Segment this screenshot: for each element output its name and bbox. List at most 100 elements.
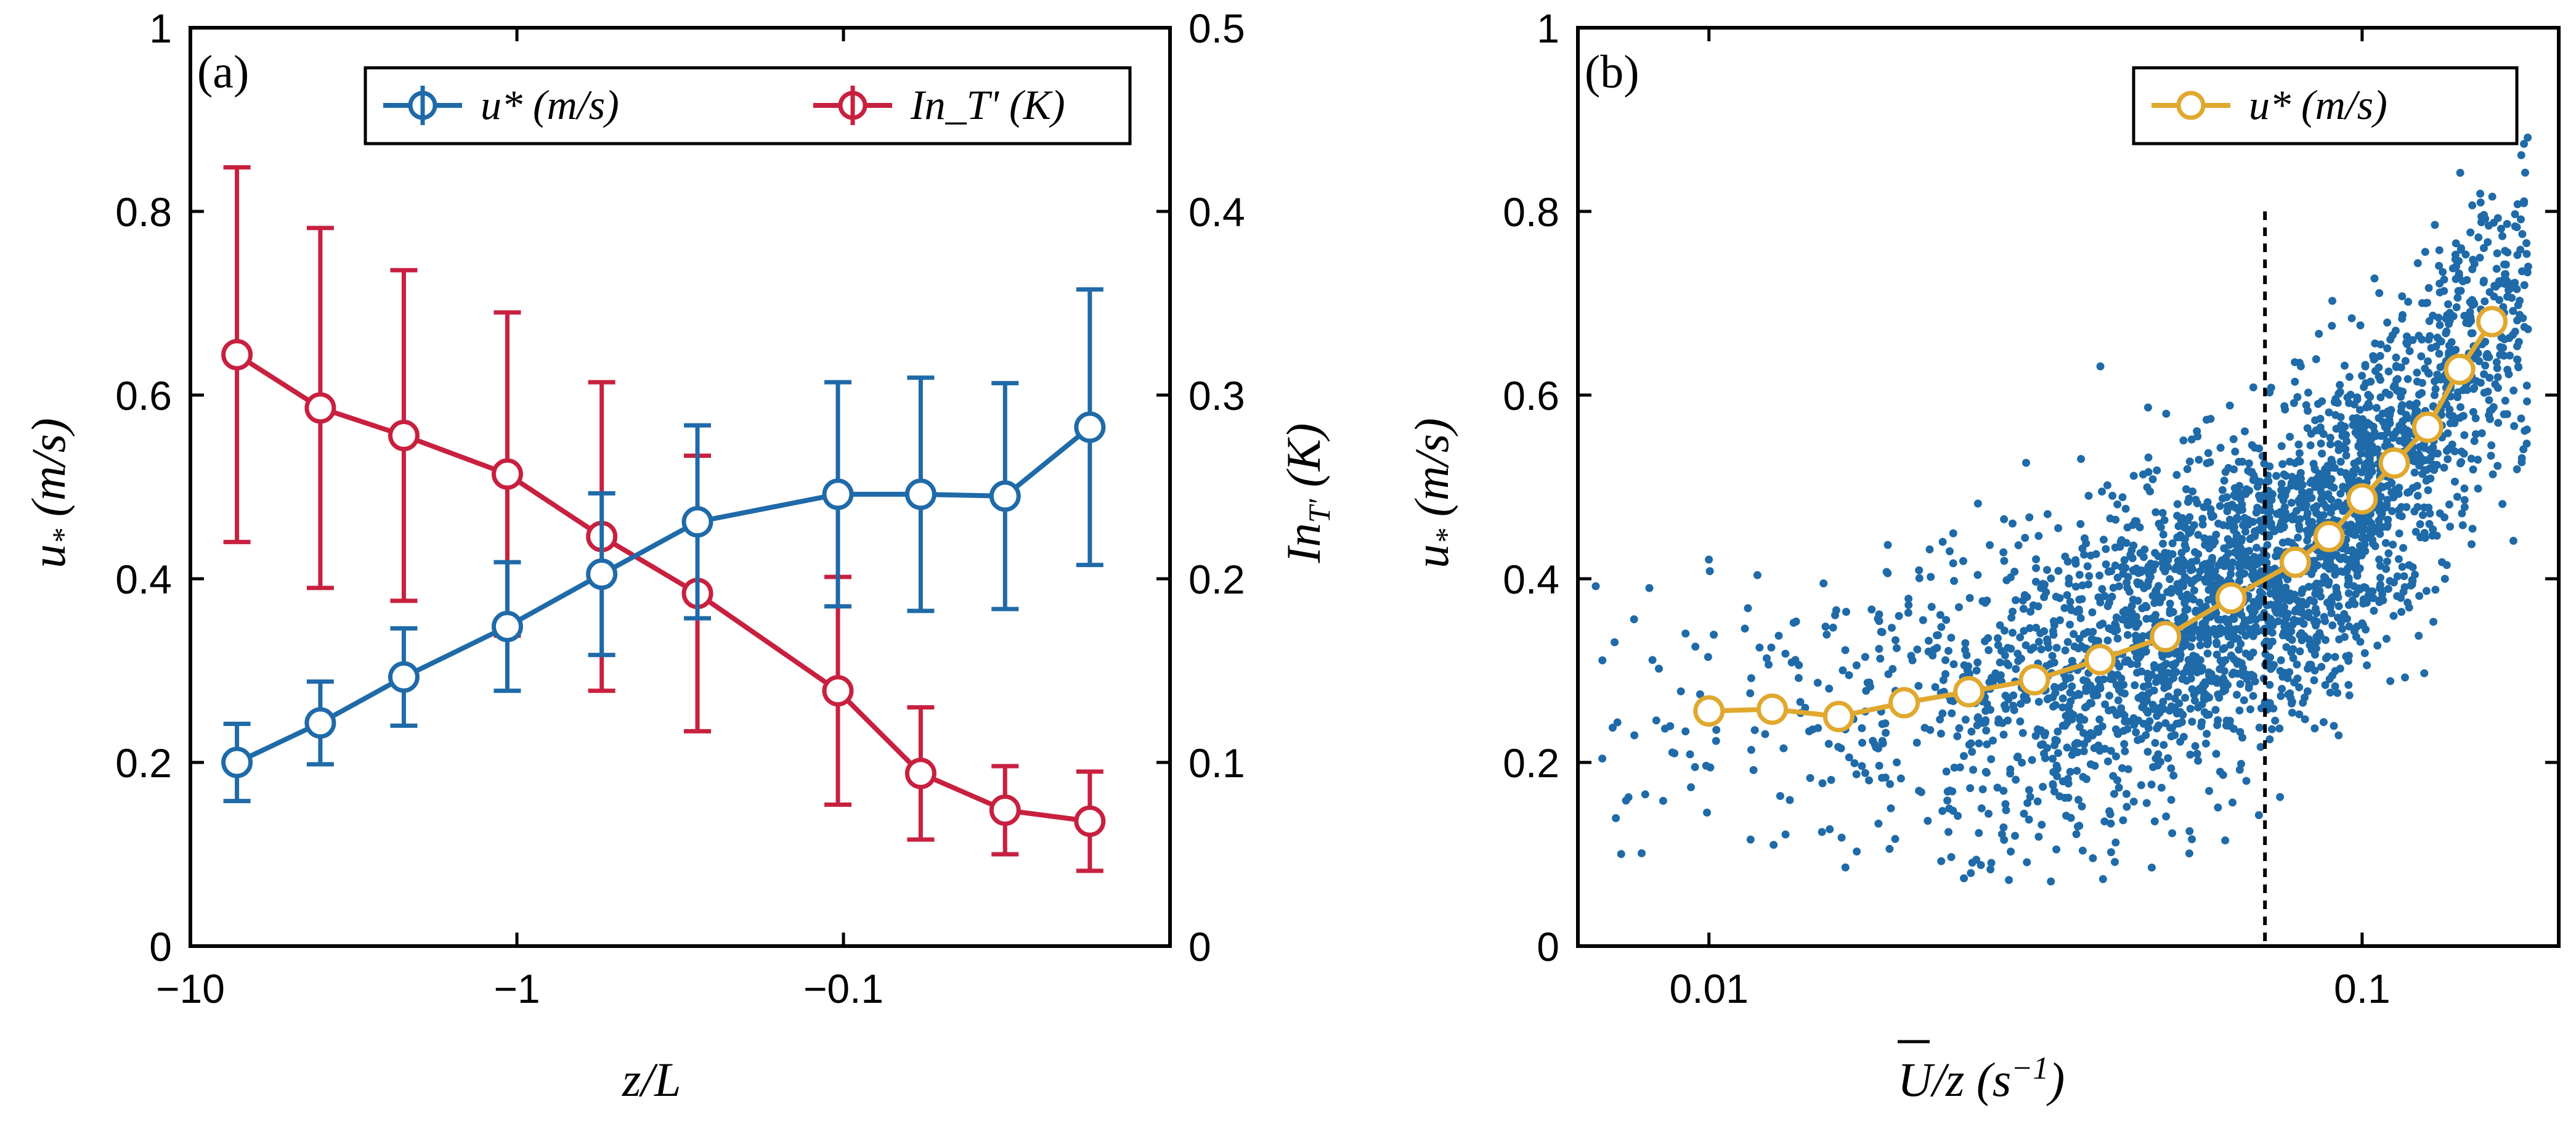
scatter-point [2231, 447, 2240, 456]
scatter-point [2188, 634, 2196, 642]
scatter-point [2002, 576, 2011, 584]
scatter-point [2099, 536, 2108, 544]
legend-b: u* (m/s) [2132, 66, 2519, 145]
scatter-point [2150, 817, 2159, 826]
scatter-point [2333, 399, 2342, 407]
scatter-point [2431, 385, 2440, 393]
scatter-point [2111, 752, 2120, 761]
scatter-point [2456, 168, 2464, 177]
scatter-point [1648, 656, 1657, 664]
scatter-point [2357, 550, 2366, 558]
scatter-point [2427, 344, 2436, 353]
scatter-point [2010, 568, 2019, 576]
scatter-point [2440, 463, 2448, 472]
scatter-point [2364, 391, 2373, 399]
scatter-point [2376, 431, 2385, 440]
scatter-point [2389, 433, 2397, 442]
scatter-point [2306, 596, 2314, 605]
scatter-point [1962, 651, 1971, 660]
scatter-point [2053, 772, 2062, 780]
scatter-point [2160, 741, 2168, 749]
scatter-point [1945, 547, 1954, 555]
scatter-point [2493, 462, 2502, 470]
scatter-point [1938, 807, 1947, 815]
scatter-point [2375, 288, 2384, 297]
scatter-point [1961, 716, 1970, 724]
scatter-point [2400, 673, 2409, 682]
y-tick-label-b: 0 [1537, 924, 1559, 970]
scatter-point [2344, 656, 2353, 665]
scatter-point [2333, 613, 2342, 622]
scatter-point [2386, 409, 2394, 417]
scatter-point [2219, 674, 2228, 683]
scatter-point [1954, 603, 1963, 611]
scatter-point [2347, 559, 2356, 568]
panel-b: 0.01 0.1 0 0.2 0.4 0.6 0.8 1 (b) U/z (s−1) u* (… [1405, 6, 2561, 1106]
scatter-point [2301, 715, 2309, 724]
scatter-point [2101, 700, 2110, 709]
scatter-point [1924, 637, 1933, 645]
scatter-point [2292, 507, 2301, 515]
scatter-point [2049, 780, 2057, 788]
scatter-point [2265, 388, 2274, 397]
scatter-point [2142, 603, 2151, 611]
legend-marker-u-star-b [2176, 91, 2206, 120]
scatter-point [2085, 572, 2094, 581]
scatter-point [1801, 703, 1810, 712]
scatter-point [2012, 596, 2020, 605]
scatter-point [2299, 698, 2307, 707]
scatter-point [2162, 660, 2171, 668]
scatter-point [2481, 361, 2490, 370]
scatter-point [2353, 395, 2362, 404]
scatter-point [2452, 239, 2460, 248]
scatter-point [2079, 729, 2088, 737]
scatter-point [2442, 561, 2451, 570]
scatter-point [2098, 488, 2107, 496]
scatter-point [2280, 503, 2289, 512]
scatter-point [1930, 645, 1938, 654]
scatter-point [2190, 586, 2198, 595]
scatter-point [2344, 589, 2353, 597]
scatter-point [2000, 515, 2009, 523]
scatter-point [2204, 449, 2212, 457]
data-point-u-star-b [1953, 676, 1985, 708]
scatter-point [2323, 462, 2332, 470]
scatter-point [2460, 484, 2469, 493]
scatter-point [2477, 429, 2486, 438]
data-point-u-star [681, 506, 713, 538]
scatter-point [2347, 314, 2356, 322]
scatter-point [2121, 504, 2130, 513]
scatter-point [1858, 762, 1866, 770]
scatter-point [2460, 431, 2469, 439]
scatter-point [2298, 481, 2307, 489]
y-tick-label-left-a: 0.8 [115, 189, 172, 235]
scatter-point [2336, 664, 2344, 673]
scatter-point [2200, 708, 2209, 717]
scatter-point [2192, 687, 2201, 696]
scatter-point [2444, 429, 2452, 438]
scatter-point [2039, 782, 2047, 791]
scatter-point [2107, 819, 2115, 828]
scatter-point [2284, 537, 2293, 546]
scatter-point [2295, 449, 2304, 457]
scatter-point [2303, 687, 2312, 696]
scatter-point [1774, 631, 1783, 640]
scatter-point [2154, 750, 2163, 759]
scatter-point [2066, 688, 2074, 697]
scatter-point [2176, 655, 2184, 663]
scatter-point [2299, 619, 2308, 628]
scatter-point [2415, 390, 2423, 399]
scatter-point [2288, 635, 2296, 644]
scatter-point [2176, 737, 2185, 746]
scatter-point [2408, 484, 2417, 492]
scatter-point [1968, 748, 1977, 756]
scatter-point [2393, 572, 2402, 581]
scatter-point [2417, 533, 2426, 541]
scatter-point [2050, 741, 2059, 749]
scatter-point [2411, 570, 2420, 579]
scatter-point [1863, 679, 1872, 687]
scatter-point [1978, 785, 1987, 794]
scatter-point [1972, 666, 1981, 675]
scatter-point [2172, 471, 2181, 480]
scatter-point [2288, 708, 2296, 717]
